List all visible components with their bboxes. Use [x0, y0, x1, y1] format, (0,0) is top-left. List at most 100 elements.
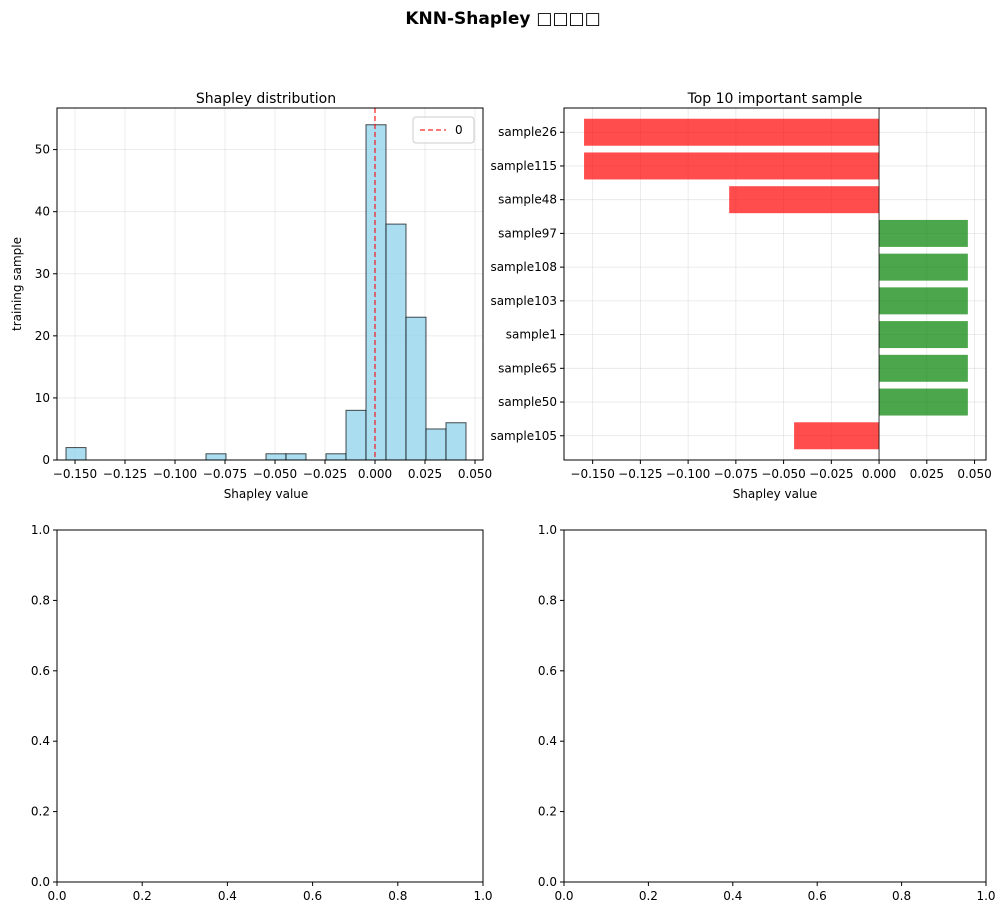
x-tick-label: 0.0 [554, 889, 573, 903]
y-tick-label: 1.0 [31, 523, 50, 537]
y-tick-label: 40 [35, 205, 50, 219]
x-tick-label: −0.100 [153, 467, 197, 481]
bar-sample26 [584, 118, 880, 146]
histogram-bar [345, 409, 367, 461]
x-tick-label: 0.025 [910, 467, 944, 481]
x-tick-label: 0.8 [892, 889, 911, 903]
y-tick-label-sample115: sample115 [490, 159, 557, 173]
x-tick-label: 0.000 [862, 467, 896, 481]
histogram-y-ticks: 0 10 20 30 40 50 [35, 143, 57, 467]
histogram-legend: 0 [412, 116, 475, 144]
x-tick-label: −0.150 [570, 467, 614, 481]
bar-sample97 [879, 219, 968, 247]
y-tick-label: 1.0 [538, 523, 557, 537]
empty-right-y-ticks: 0.0 0.2 0.4 0.6 0.8 1.0 [538, 523, 564, 889]
histogram-bar [325, 453, 347, 461]
x-tick-label: −0.125 [618, 467, 662, 481]
x-tick-label: 0.050 [458, 467, 492, 481]
x-tick-label: 0.025 [408, 467, 442, 481]
x-tick-label: 0.2 [133, 889, 152, 903]
y-tick-label-sample105: sample105 [490, 429, 557, 443]
y-tick-label-sample26: sample26 [498, 125, 557, 139]
histogram-x-label: Shapley value [224, 487, 309, 501]
histogram-bar [405, 316, 427, 461]
x-tick-label: 0.4 [723, 889, 742, 903]
y-tick-label-sample50: sample50 [498, 395, 557, 409]
y-tick-label: 0.0 [31, 875, 50, 889]
x-tick-label: 0.2 [639, 889, 658, 903]
histogram-bar [365, 124, 387, 461]
x-tick-label: 0.6 [303, 889, 322, 903]
histogram-bar [445, 422, 467, 461]
barh-x-ticks: −0.150 −0.125 −0.100 −0.075 −0.050 −0.025 0.00… [570, 460, 992, 481]
barh-y-ticks: sample26 sample115 sample48 sample97 sample1… [490, 125, 564, 443]
histogram-title: Shapley distribution [196, 91, 336, 107]
histogram-bars [65, 124, 467, 461]
y-tick-label-sample108: sample108 [490, 260, 557, 274]
x-tick-label: 0.050 [957, 467, 991, 481]
x-tick-label: 0.0 [47, 889, 66, 903]
x-tick-label: −0.025 [303, 467, 347, 481]
y-tick-label: 0 [42, 453, 50, 467]
y-tick-label-sample97: sample97 [498, 226, 557, 240]
figure-suptitle: KNN-Shapley □□□□ [405, 9, 600, 29]
histogram-bar [425, 428, 447, 461]
empty-frame-left [56, 529, 484, 883]
y-tick-label: 0.6 [538, 664, 557, 678]
x-tick-label: −0.050 [761, 467, 805, 481]
bar-sample65 [879, 354, 968, 382]
y-tick-label-sample65: sample65 [498, 361, 557, 375]
empty-left-y-ticks: 0.0 0.2 0.4 0.6 0.8 1.0 [31, 523, 57, 889]
x-tick-label: 1.0 [976, 889, 995, 903]
legend-box [412, 116, 475, 144]
y-tick-label: 0.2 [538, 805, 557, 819]
y-tick-label: 0.6 [31, 664, 50, 678]
histogram-bar [285, 453, 307, 461]
y-tick-label: 10 [35, 391, 50, 405]
empty-frame-right [563, 529, 987, 883]
histogram-bar [205, 453, 227, 461]
histogram-frame [56, 107, 484, 461]
x-tick-label: 1.0 [473, 889, 492, 903]
histogram-bar [265, 453, 287, 461]
barh-frame [563, 107, 987, 461]
y-tick-label-sample103: sample103 [490, 294, 557, 308]
bar-sample108 [879, 253, 968, 281]
y-tick-label: 50 [35, 143, 50, 157]
barh-title: Top 10 important sample [687, 91, 863, 107]
histogram-bar [65, 447, 87, 461]
histogram-panel: Shapley distribution −0.150 −0.125 −0.100−… [10, 91, 492, 501]
y-tick-label: 0.8 [31, 593, 50, 607]
y-tick-label-sample1: sample1 [506, 328, 557, 342]
histogram-bar [385, 223, 407, 461]
histogram-y-label: training sample [10, 237, 24, 331]
x-tick-label: 0.8 [388, 889, 407, 903]
bar-sample115 [584, 152, 880, 180]
y-tick-label: 0.2 [31, 805, 50, 819]
x-tick-label: −0.075 [203, 467, 247, 481]
barh-x-label: Shapley value [733, 487, 818, 501]
bar-sample1 [879, 321, 968, 349]
y-tick-label: 30 [35, 267, 50, 281]
x-tick-label: 0.4 [218, 889, 237, 903]
bar-sample103 [879, 287, 968, 315]
y-tick-label: 0.4 [31, 734, 50, 748]
x-tick-label: −0.100 [666, 467, 710, 481]
y-tick-label: 0.0 [538, 875, 557, 889]
empty-panel-bottom-right: 0.0 0.2 0.4 0.6 0.8 1.0 0.0 0.2 0.4 0.6 0.8 1.0 [538, 523, 996, 903]
y-tick-label: 0.4 [538, 734, 557, 748]
x-tick-label: −0.025 [809, 467, 853, 481]
x-tick-label: 0.000 [358, 467, 392, 481]
bar-sample50 [879, 388, 968, 416]
x-tick-label: −0.125 [103, 467, 147, 481]
empty-right-x-ticks: 0.0 0.2 0.4 0.6 0.8 1.0 [554, 882, 996, 903]
y-tick-label: 20 [35, 329, 50, 343]
x-tick-label: −0.150 [53, 467, 97, 481]
bar-sample48 [729, 186, 880, 214]
x-tick-label: 0.6 [808, 889, 827, 903]
histogram-x-ticks: −0.150 −0.125 −0.100 −0.075 −0.050 −0.025 0.00… [53, 460, 492, 481]
empty-left-x-ticks: 0.0 0.2 0.4 0.6 0.8 1.0 [47, 882, 493, 903]
barh-bars [584, 118, 968, 450]
y-tick-label-sample48: sample48 [498, 193, 557, 207]
